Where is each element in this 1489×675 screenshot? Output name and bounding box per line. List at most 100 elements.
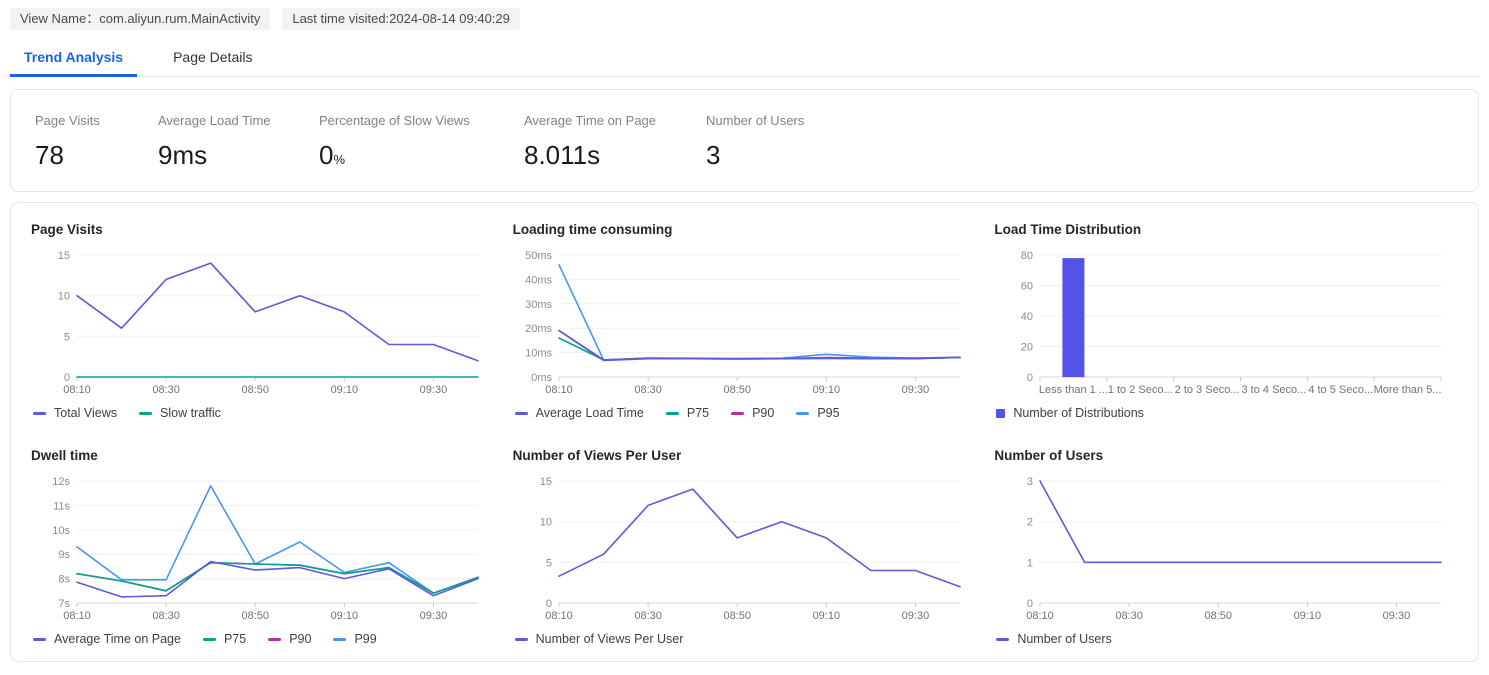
svg-text:5: 5 <box>546 557 552 569</box>
svg-text:09:30: 09:30 <box>420 384 448 396</box>
svg-text:09:10: 09:10 <box>331 384 359 396</box>
number-of-users-plot: 0 1 2 3 08:10 08:30 08:50 09:10 09:30 <box>994 473 1449 628</box>
legend-swatch <box>514 411 528 415</box>
legend-swatch <box>202 637 216 641</box>
legend-item-p75[interactable]: P75 <box>202 631 247 647</box>
legend-item-p95[interactable]: P95 <box>796 405 840 421</box>
legend-item-average-load-time[interactable]: Average Load Time <box>514 405 644 421</box>
stats-card: Page Visits 78 Average Load Time 9ms Per… <box>10 89 1479 192</box>
svg-text:40ms: 40ms <box>525 274 552 286</box>
svg-text:09:30: 09:30 <box>901 610 929 622</box>
legend-item-average-time-on-page[interactable]: Average Time on Page <box>33 631 181 647</box>
svg-text:08:30: 08:30 <box>634 610 662 622</box>
svg-text:09:30: 09:30 <box>420 610 448 622</box>
svg-text:Less than 1 ...: Less than 1 ... <box>1039 384 1108 396</box>
svg-text:08:30: 08:30 <box>634 384 662 396</box>
svg-text:20ms: 20ms <box>525 323 552 335</box>
stat-value: 8.011s <box>524 140 601 170</box>
stat-value: 78 <box>35 140 64 170</box>
legend-swatch <box>665 411 679 415</box>
charts-card: Page Visits 0 5 10 15 08:10 08:30 08:50 09:10 09… <box>10 202 1479 662</box>
page: View Name：com.aliyun.rum.MainActivity La… <box>10 8 1479 662</box>
svg-text:09:10: 09:10 <box>812 384 840 396</box>
svg-text:40: 40 <box>1021 311 1033 323</box>
svg-text:1: 1 <box>1027 557 1033 569</box>
svg-text:09:30: 09:30 <box>1383 610 1411 622</box>
svg-text:08:30: 08:30 <box>1116 610 1144 622</box>
tab-page-details[interactable]: Page Details <box>173 49 253 65</box>
loading-time-plot: 0ms 10ms 20ms 30ms 40ms 50ms 08:10 08:30 08:50 09… <box>513 247 968 402</box>
legend-item-p90[interactable]: P90 <box>268 631 311 647</box>
chart-title: Dwell time <box>31 448 98 463</box>
stat-label: Average Load Time <box>158 113 271 128</box>
svg-text:50ms: 50ms <box>525 250 552 262</box>
svg-text:0ms: 0ms <box>531 372 552 384</box>
chart-title: Number of Users <box>994 448 1104 463</box>
legend-item-total-views[interactable]: Total Views <box>33 405 117 421</box>
svg-text:08:10: 08:10 <box>545 384 573 396</box>
svg-text:10: 10 <box>58 291 70 303</box>
legend-label: Average Load Time <box>535 406 644 420</box>
legend-label: Average Time on Page <box>54 632 181 646</box>
svg-text:08:50: 08:50 <box>241 384 269 396</box>
svg-text:2 to 3 Seco...: 2 to 3 Seco... <box>1175 384 1240 396</box>
legend-item-number-of-distributions[interactable]: Number of Distributions <box>996 405 1144 421</box>
legend-item-number-of-views-per-user[interactable]: Number of Views Per User <box>514 631 683 647</box>
svg-text:0: 0 <box>546 598 552 610</box>
svg-text:09:10: 09:10 <box>331 610 359 622</box>
svg-text:4 to 5 Seco...: 4 to 5 Seco... <box>1309 384 1374 396</box>
legend-swatch <box>268 637 282 641</box>
svg-text:3: 3 <box>1027 476 1033 488</box>
legend-label: Slow traffic <box>160 406 221 420</box>
tab-bar: Trend Analysis Page Details <box>10 40 1479 77</box>
svg-text:5: 5 <box>64 331 70 343</box>
svg-text:0: 0 <box>1027 598 1033 610</box>
svg-text:11s: 11s <box>53 500 70 512</box>
views-per-user-plot: 0 5 10 15 08:10 08:30 08:50 09:10 09:30 <box>513 473 968 628</box>
svg-text:8s: 8s <box>58 574 70 586</box>
chart-views-per-user: Number of Views Per User 0 5 10 15 08:10 08:3… <box>513 447 977 647</box>
legend-item-number-of-users[interactable]: Number of Users <box>996 631 1112 647</box>
stat-label: Average Time on Page <box>524 113 657 128</box>
legend-label: P75 <box>223 632 247 646</box>
dwell-time-plot: 7s 8s 9s 10s 11s 12s 08:10 08:30 08:50 09:10 09:30 <box>31 473 486 628</box>
svg-text:08:50: 08:50 <box>723 610 751 622</box>
chart-load-time-distribution: Load Time Distribution 0 20 40 60 80 Less tha… <box>994 221 1458 421</box>
stat-label: Number of Users <box>706 113 805 128</box>
svg-text:08:10: 08:10 <box>63 384 91 396</box>
svg-text:3 to 4 Seco...: 3 to 4 Seco... <box>1242 384 1307 396</box>
svg-text:30ms: 30ms <box>525 299 552 311</box>
header-badges: View Name：com.aliyun.rum.MainActivity La… <box>10 8 1479 30</box>
legend-item-p90[interactable]: P90 <box>731 405 774 421</box>
last-visited-badge: Last time visited:2024-08-14 09:40:29 <box>282 8 520 30</box>
legend-item-slow-traffic[interactable]: Slow traffic <box>139 405 221 421</box>
legend-item-p99[interactable]: P99 <box>333 631 377 647</box>
chart-legend: Number of Views Per User <box>513 631 977 647</box>
svg-text:12s: 12s <box>52 476 70 488</box>
legend-item-p75[interactable]: P75 <box>665 405 709 421</box>
stat-suffix: % <box>333 152 346 167</box>
stat-percentage-slow-views: Percentage of Slow Views 0% <box>319 112 524 175</box>
stat-label: Percentage of Slow Views <box>319 113 470 128</box>
chart-legend: Number of Users <box>994 631 1458 647</box>
legend-swatch <box>33 411 46 415</box>
svg-text:08:50: 08:50 <box>241 610 269 622</box>
legend-label: Number of Users <box>1017 632 1112 646</box>
svg-text:10s: 10s <box>52 525 70 537</box>
stat-label: Page Visits <box>35 113 100 128</box>
legend-swatch <box>731 411 745 415</box>
svg-text:08:30: 08:30 <box>152 610 180 622</box>
svg-text:9s: 9s <box>58 549 70 561</box>
chart-page-visits: Page Visits 0 5 10 15 08:10 08:30 08:50 09:10 09… <box>31 221 495 421</box>
stat-value: 0% <box>319 140 346 170</box>
stat-average-time-on-page: Average Time on Page 8.011s <box>524 112 706 170</box>
chart-legend: Average Time on Page P75 P90 P99 <box>31 631 495 647</box>
tab-trend-analysis[interactable]: Trend Analysis <box>10 40 138 77</box>
stat-page-visits: Page Visits 78 <box>35 112 158 170</box>
svg-text:08:50: 08:50 <box>1205 610 1233 622</box>
chart-title: Page Visits <box>31 222 103 237</box>
svg-text:08:10: 08:10 <box>545 610 573 622</box>
legend-swatch <box>514 637 528 641</box>
legend-label: Total Views <box>54 406 117 420</box>
legend-label: P99 <box>354 632 377 646</box>
